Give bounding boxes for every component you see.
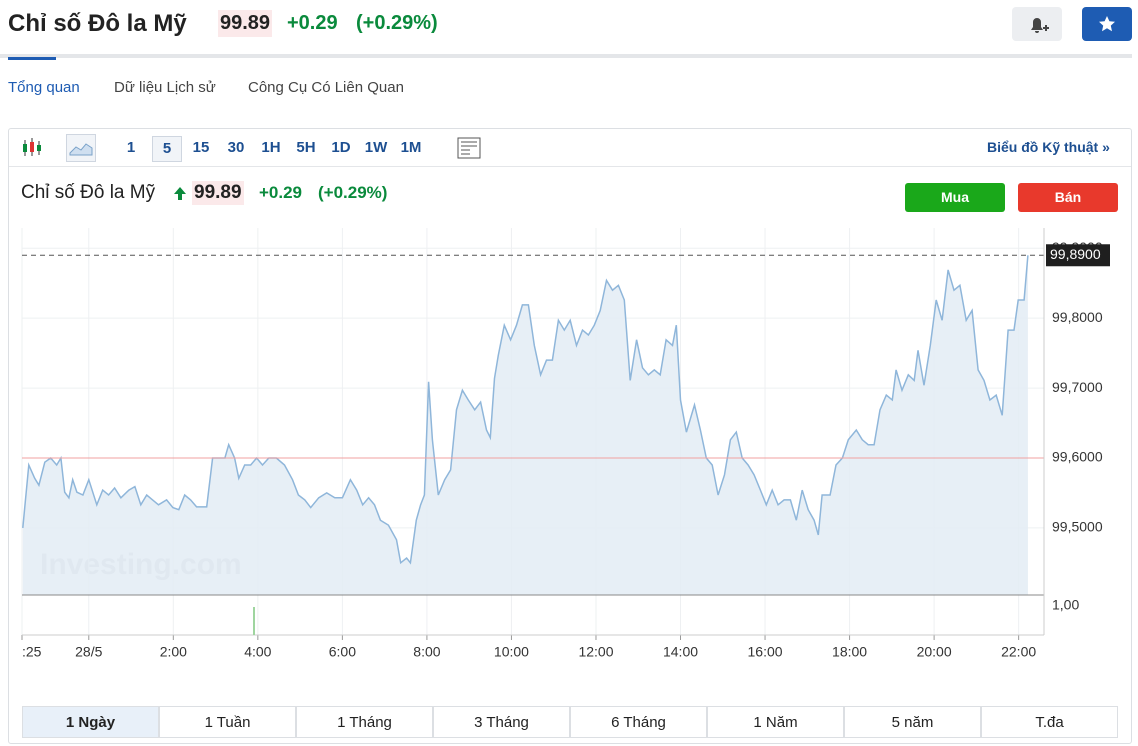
y-tick-label: 99,6000 bbox=[1052, 449, 1103, 465]
area-icon[interactable] bbox=[66, 134, 96, 162]
interval-button[interactable]: 5H bbox=[296, 139, 316, 156]
interval-button[interactable]: 1D bbox=[331, 139, 351, 156]
x-tick-label: 16:00 bbox=[748, 644, 783, 660]
chart-frame bbox=[8, 128, 1132, 744]
line bbox=[22, 255, 1029, 565]
active-tab-indicator bbox=[8, 57, 56, 60]
area bbox=[22, 255, 1028, 596]
layout-icon[interactable] bbox=[456, 136, 482, 160]
interval-button[interactable]: 5 bbox=[152, 136, 182, 162]
tab[interactable]: Tổng quan bbox=[8, 79, 80, 96]
change-pct: (+0.29%) bbox=[356, 12, 438, 34]
x-tick-label: 20:00 bbox=[917, 644, 952, 660]
last-value-label: 99,8900 bbox=[1050, 246, 1101, 262]
x-tick-label: 6:00 bbox=[329, 644, 356, 660]
tab[interactable]: Công Cụ Có Liên Quan bbox=[248, 79, 404, 96]
x-tick-label: 28/5 bbox=[75, 644, 102, 660]
period-button[interactable]: 3 Tháng bbox=[433, 706, 570, 738]
interval-button[interactable]: 1M bbox=[400, 139, 422, 156]
y-tick-label: 99,8000 bbox=[1052, 309, 1103, 325]
bell-icon bbox=[1031, 18, 1049, 33]
volume-tick-label: 1,00 bbox=[1052, 597, 1079, 613]
period-button[interactable]: 6 Tháng bbox=[570, 706, 707, 738]
quote-title: Chỉ số Đô la Mỹ bbox=[21, 182, 156, 203]
period-button[interactable]: T.đa bbox=[981, 706, 1118, 738]
x-tick-label: 22:00 bbox=[1001, 644, 1036, 660]
quote-change-pct: (+0.29%) bbox=[318, 183, 388, 202]
interval-button[interactable]: 1H bbox=[261, 139, 281, 156]
x-tick-label: 10:00 bbox=[494, 644, 529, 660]
technical-chart-link[interactable]: Biểu đồ Kỹ thuật » bbox=[987, 139, 1110, 155]
buy-button[interactable]: Mua bbox=[905, 183, 1005, 212]
change: +0.29 bbox=[287, 12, 338, 34]
x-tick-label: 18:00 bbox=[832, 644, 867, 660]
interval-button[interactable]: 1W bbox=[364, 139, 388, 156]
y-tick-label: 99,5000 bbox=[1052, 519, 1103, 535]
x-tick-label: 12:00 bbox=[578, 644, 613, 660]
candle-icon[interactable] bbox=[20, 136, 50, 160]
interval-button[interactable]: 15 bbox=[192, 139, 210, 156]
x-tick-label: 4:00 bbox=[244, 644, 271, 660]
area-glyph bbox=[69, 143, 93, 156]
sell-button[interactable]: Bán bbox=[1018, 183, 1118, 212]
star-icon bbox=[1099, 16, 1115, 32]
period-button[interactable]: 1 Tuần bbox=[159, 706, 296, 738]
period-button[interactable]: 1 Ngày bbox=[22, 706, 159, 738]
quote-price: 99.89 bbox=[192, 181, 244, 205]
last-value-box bbox=[1046, 244, 1110, 267]
x-tick-label: 2:00 bbox=[160, 644, 187, 660]
period-button[interactable]: 5 năm bbox=[844, 706, 981, 738]
toolbar-divider bbox=[9, 166, 1131, 167]
interval-button[interactable]: 30 bbox=[227, 139, 245, 156]
price: 99.89 bbox=[218, 10, 273, 37]
period-button[interactable]: 1 Năm bbox=[707, 706, 844, 738]
interval-button[interactable]: 1 bbox=[126, 139, 136, 156]
tab[interactable]: Dữ liệu Lịch sử bbox=[114, 79, 216, 96]
x-tick-label: :25 bbox=[22, 644, 42, 660]
title: Chỉ số Đô la Mỹ bbox=[8, 10, 187, 37]
divider bbox=[0, 54, 1132, 58]
x-tick-label: 14:00 bbox=[663, 644, 698, 660]
alert-button[interactable] bbox=[1012, 7, 1062, 41]
quote-change: +0.29 bbox=[259, 183, 303, 202]
up-arrow bbox=[174, 187, 186, 200]
y-tick-label: 99,7000 bbox=[1052, 379, 1103, 395]
period-button[interactable]: 1 Tháng bbox=[296, 706, 433, 738]
watchlist-button[interactable] bbox=[1082, 7, 1132, 41]
x-tick-label: 8:00 bbox=[413, 644, 440, 660]
